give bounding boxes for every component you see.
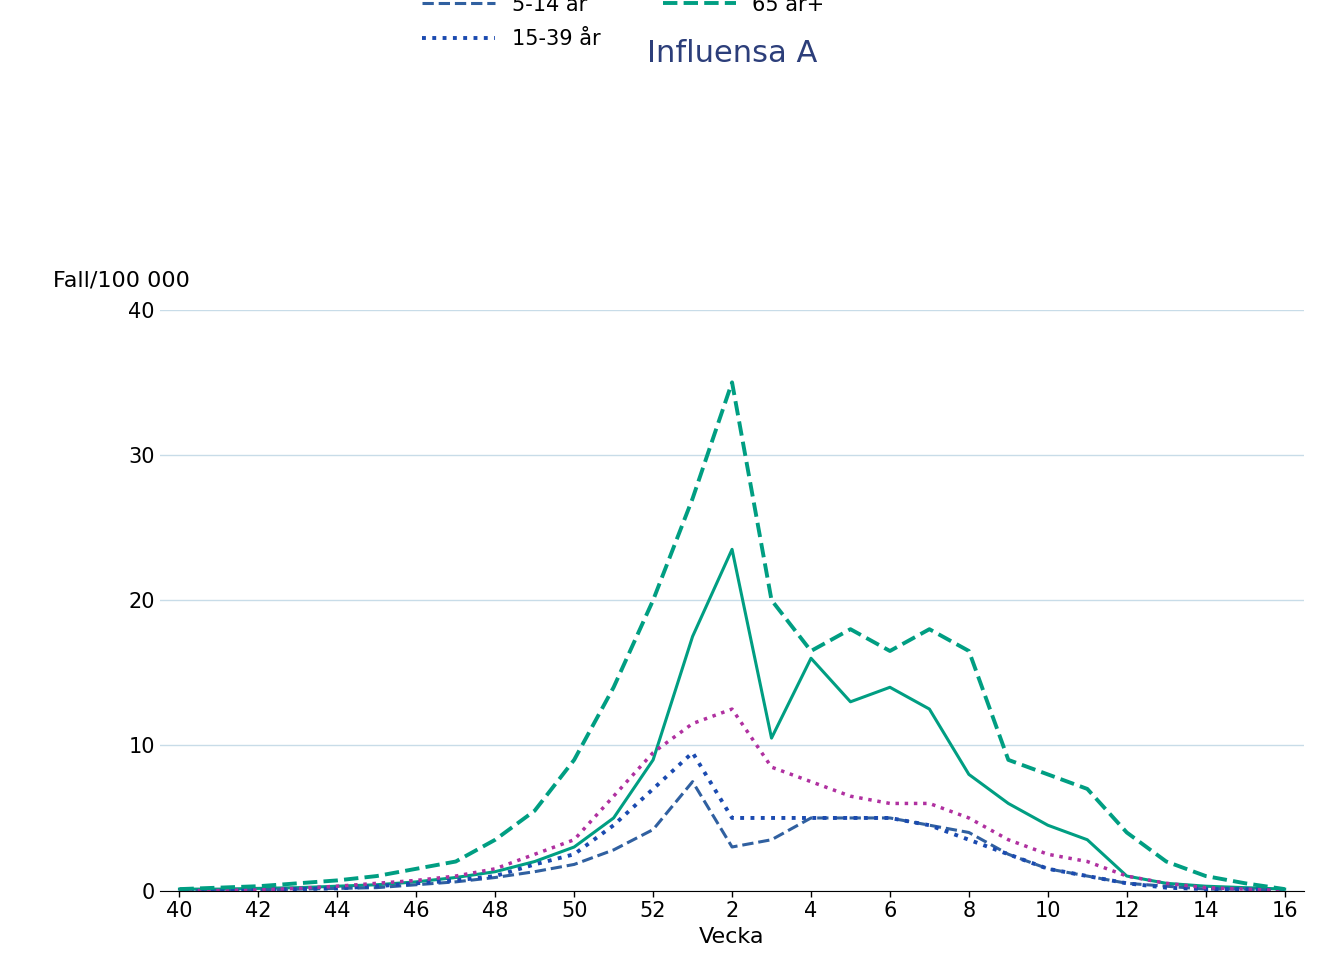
Text: Fall/100 000: Fall/100 000 <box>53 270 190 290</box>
Text: Influensa A: Influensa A <box>647 39 817 68</box>
Legend: 0-4 år, 5-14 år, 15-39 år, 40-64 år, 65 år+: 0-4 år, 5-14 år, 15-39 år, 40-64 år, 65 … <box>422 0 841 49</box>
X-axis label: Vecka: Vecka <box>699 926 765 947</box>
